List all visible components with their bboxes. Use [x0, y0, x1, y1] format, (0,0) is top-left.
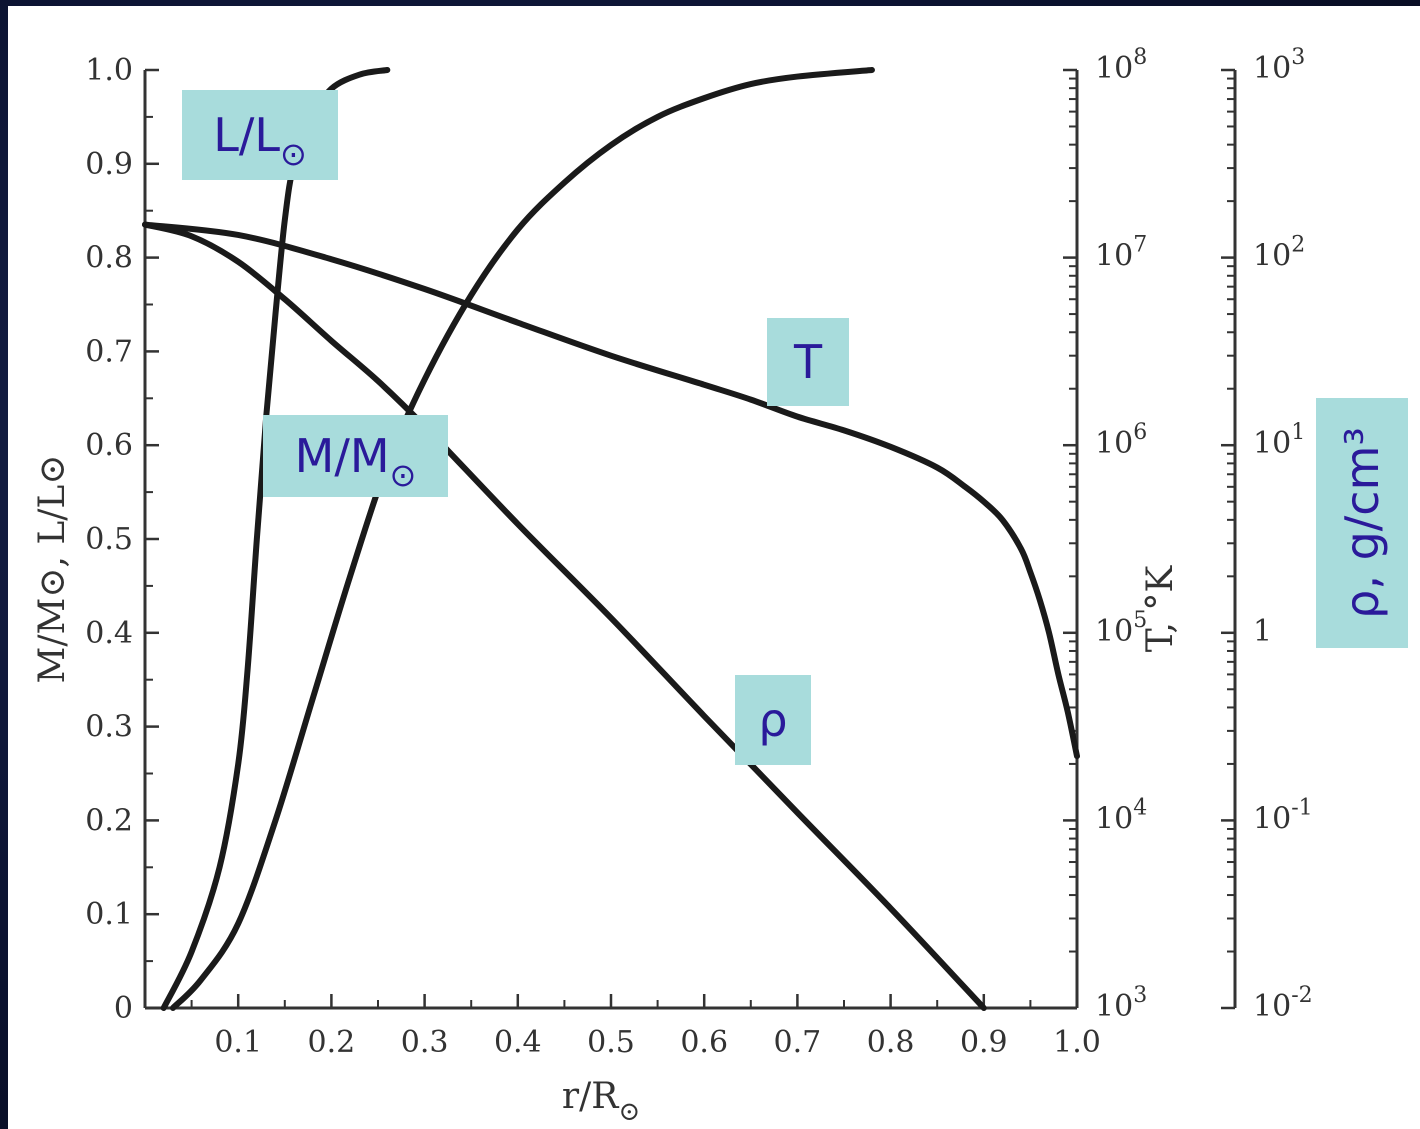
rho-axis-title-box [1316, 398, 1408, 648]
x-tick-label: 0.5 [587, 1025, 635, 1060]
t-axis-tick-exponent: 8 [1133, 45, 1147, 70]
x-tick-label: 0.2 [308, 1025, 356, 1060]
x-tick-label: 0.8 [867, 1025, 915, 1060]
density-curve [142, 221, 987, 1011]
left-tick-label: 0.8 [85, 241, 133, 276]
rho-axis-tick-label: 10-2 [1253, 983, 1313, 1024]
t-axis-tick-exponent: 3 [1133, 983, 1147, 1008]
left-tick-label: 0 [114, 991, 133, 1026]
x-tick-label: 1.0 [1053, 1025, 1101, 1060]
t-axis-tick-label: 106 [1095, 420, 1147, 461]
left-axis-title: M/M⊙, L/L⊙ [32, 454, 73, 683]
t-axis-title: T, °K [1140, 565, 1181, 653]
left-tick-label: 0.9 [85, 147, 133, 182]
rho-axis-tick-label: 1 [1253, 614, 1272, 649]
rho-axis-tick-exponent: 2 [1291, 233, 1305, 258]
rho-axis-tick-label: 102 [1253, 233, 1305, 274]
rho-axis-tick-exponent: 1 [1291, 420, 1305, 445]
mass-tag-subscript: ⊙ [390, 456, 417, 494]
luminosity-tag-subscript: ⊙ [280, 135, 307, 173]
rho-axis-tick-exponent: 3 [1291, 45, 1305, 70]
density-tag-box [735, 675, 811, 765]
rho-axis-tick-exponent: -1 [1291, 795, 1312, 820]
left-tick-label: 0.6 [85, 428, 133, 463]
t-axis-tick-label: 103 [1095, 983, 1147, 1024]
mass-tag-box [263, 415, 448, 497]
luminosity-curve [160, 67, 391, 1011]
t-axis-tick-label: 107 [1095, 233, 1147, 274]
left-tick-label: 0.1 [85, 897, 133, 932]
temperature-tag-box [767, 318, 849, 406]
mass-curve [169, 67, 875, 1011]
density-tag-label: ρ [758, 693, 787, 747]
rho-axis-tick-label: 10-1 [1253, 795, 1313, 836]
t-axis-tick-exponent: 5 [1133, 608, 1147, 633]
rho-axis-tick-exponent: -2 [1291, 983, 1312, 1008]
temperature-curve [142, 221, 1080, 760]
t-axis-tick-label: 108 [1095, 45, 1147, 86]
x-tick-label: 0.3 [401, 1025, 449, 1060]
left-tick-label: 0.7 [85, 334, 133, 369]
rho-axis-title: ρ, g/cm³ [1335, 427, 1389, 619]
x-tick-label: 0.4 [494, 1025, 542, 1060]
chart-panel [8, 6, 1420, 1129]
t-axis-tick-exponent: 4 [1133, 795, 1147, 820]
left-tick-label: 0.2 [85, 803, 133, 838]
left-tick-label: 0.5 [85, 522, 133, 557]
x-axis-title: r/R⊙ [562, 1076, 640, 1127]
x-tick-label: 0.7 [774, 1025, 822, 1060]
temperature-tag-label: T [793, 335, 823, 389]
x-tick-label: 0.9 [960, 1025, 1008, 1060]
x-tick-label: 0.1 [214, 1025, 262, 1060]
t-axis-tick-exponent: 6 [1133, 420, 1147, 445]
rho-axis-tick-label: 101 [1253, 420, 1305, 461]
left-tick-label: 0.4 [85, 616, 133, 651]
luminosity-tag-box [182, 90, 338, 180]
left-tick-label: 1.0 [85, 53, 133, 88]
x-tick-label: 0.6 [680, 1025, 728, 1060]
t-axis-tick-exponent: 7 [1133, 233, 1147, 258]
left-tick-label: 0.3 [85, 710, 133, 745]
rho-axis-tick-label: 103 [1253, 45, 1305, 86]
x-axis-title-subscript: ⊙ [618, 1097, 640, 1127]
t-axis-tick-label: 104 [1095, 795, 1147, 836]
